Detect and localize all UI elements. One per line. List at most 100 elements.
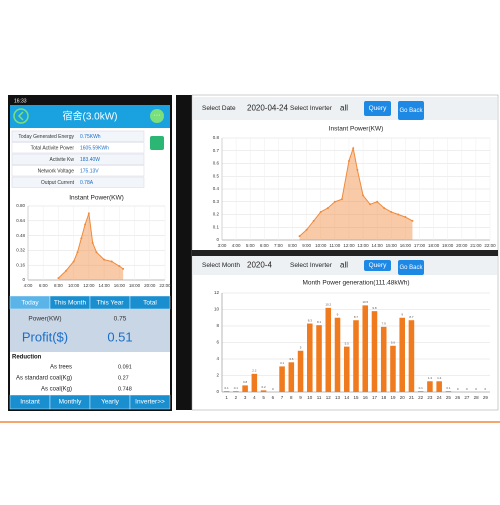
- x-tick-label: 19:00: [442, 243, 454, 248]
- value-label: 1.3: [437, 376, 442, 380]
- bar: [307, 323, 313, 392]
- y-tick-label: 0.4: [213, 186, 220, 191]
- tablet-bezel: [176, 95, 192, 410]
- x-tick-label: 23: [427, 395, 433, 400]
- point: [57, 277, 60, 280]
- refresh-button[interactable]: [150, 136, 164, 150]
- panels: Select Date 2020-04-24 Select Inverter all Q…: [193, 97, 497, 275]
- value-label: 9: [337, 313, 339, 317]
- x-tick-label: 18:00: [428, 243, 440, 248]
- x-tick-label: 14: [344, 395, 350, 400]
- x-tick-label: 22: [418, 395, 424, 400]
- power-value: 0.75: [114, 316, 127, 323]
- point: [347, 159, 350, 162]
- bar: [427, 381, 433, 392]
- inverter-label: Select Inverter: [290, 105, 333, 112]
- y-tick-label: 0.8: [213, 135, 220, 140]
- reduction-value: 0.748: [118, 386, 132, 392]
- query-button[interactable]: [364, 101, 391, 116]
- tab-label: This Month: [54, 300, 87, 307]
- info-row: [11, 130, 145, 142]
- bottom-tabs: Instant Monthly Yearly Inverter>>: [9, 394, 171, 410]
- bar: [343, 346, 350, 392]
- info-value: 0.78A: [80, 180, 94, 186]
- back-button[interactable]: [398, 101, 424, 120]
- x-tick-label: 4: [253, 395, 256, 400]
- back-label: Go Back: [399, 108, 423, 114]
- app-header: [10, 105, 170, 128]
- x-tick-label: 15: [353, 395, 359, 400]
- y-tick-label: 0.80: [16, 203, 25, 208]
- value-label: 8.3: [308, 318, 313, 322]
- x-tick-label: 20: [400, 395, 406, 400]
- y-tick-label: 0.6: [213, 161, 220, 166]
- info-label: Network Voltage: [38, 168, 75, 174]
- x-tick-label: 4:00: [232, 243, 241, 248]
- x-tick-label: 6:00: [39, 283, 48, 288]
- x-tick-label: 14:00: [98, 283, 110, 288]
- point: [312, 219, 315, 222]
- value-label: 0.1: [225, 386, 230, 390]
- value-label: 7.9: [382, 322, 387, 326]
- x-tick-label: 16:00: [400, 243, 412, 248]
- y-tick-label: 0.48: [16, 233, 25, 238]
- x-tick-label: 25: [446, 395, 452, 400]
- bottom-tab-label: Instant: [20, 399, 40, 406]
- menu-icon: ···: [154, 112, 161, 119]
- bar: [297, 350, 304, 392]
- back-button[interactable]: [398, 260, 424, 275]
- info-row: [11, 153, 145, 165]
- menu-button[interactable]: [150, 109, 164, 123]
- value-label: 0: [457, 387, 459, 391]
- bar: [242, 385, 248, 392]
- x-tick-label: 22:00: [484, 243, 496, 248]
- bar: [390, 345, 396, 392]
- bottom-tab[interactable]: [129, 394, 171, 410]
- reduction-list: As trees 0.091 As standard coal(Kg) 0.27 As …: [16, 364, 132, 392]
- point: [397, 213, 400, 216]
- reduction-value: 0.091: [118, 364, 132, 370]
- point: [369, 203, 372, 206]
- x-tick-label: 28: [474, 395, 480, 400]
- value-label: 9: [401, 313, 403, 317]
- charts: Instant Power(KW)00.160.320.480.640.804:…: [16, 126, 496, 400]
- x-tick-label: 20:00: [456, 243, 468, 248]
- info-table: Today Generated Energy 0.75KWh Total Activ…: [11, 130, 145, 188]
- x-tick-label: 6:00: [260, 243, 269, 248]
- info-row: [11, 176, 145, 188]
- line: [299, 146, 413, 237]
- x-tick-label: 24: [437, 395, 443, 400]
- point: [319, 210, 322, 213]
- back-button[interactable]: [13, 108, 29, 124]
- y-tick-label: 0.16: [16, 262, 25, 267]
- bar: [362, 305, 369, 392]
- area: [58, 213, 124, 280]
- x-tick-label: 2: [235, 395, 238, 400]
- bar: [260, 390, 267, 392]
- value-label: 5.6: [391, 341, 396, 345]
- x-tick-label: 26: [455, 395, 461, 400]
- query-button[interactable]: [364, 260, 391, 271]
- query-label: Query: [369, 262, 387, 269]
- x-tick-label: 5:00: [246, 243, 255, 248]
- tab-label: This Year: [96, 300, 124, 307]
- bar: [417, 391, 424, 392]
- point: [376, 200, 379, 203]
- y-tick-label: 10: [214, 307, 220, 312]
- info-value: 183.40W: [80, 157, 100, 163]
- x-tick-label: 13:00: [357, 243, 369, 248]
- y-tick-label: 0.7: [213, 148, 220, 153]
- x-tick-label: 16: [363, 395, 369, 400]
- info-label: Activite Kw: [50, 157, 75, 163]
- value-label: 1.3: [428, 376, 433, 380]
- value-label: 5.5: [345, 341, 350, 345]
- y-tick-label: 2: [216, 373, 219, 378]
- bottom-tab-label: Monthly: [59, 399, 83, 406]
- x-tick-label: 19: [390, 395, 396, 400]
- bar: [399, 317, 405, 392]
- date-value: 2020-4: [247, 261, 272, 270]
- value-label: 9.8: [372, 306, 377, 310]
- inverter-value: all: [340, 261, 348, 270]
- bar: [325, 307, 332, 392]
- x-tick-label: 11: [317, 395, 322, 400]
